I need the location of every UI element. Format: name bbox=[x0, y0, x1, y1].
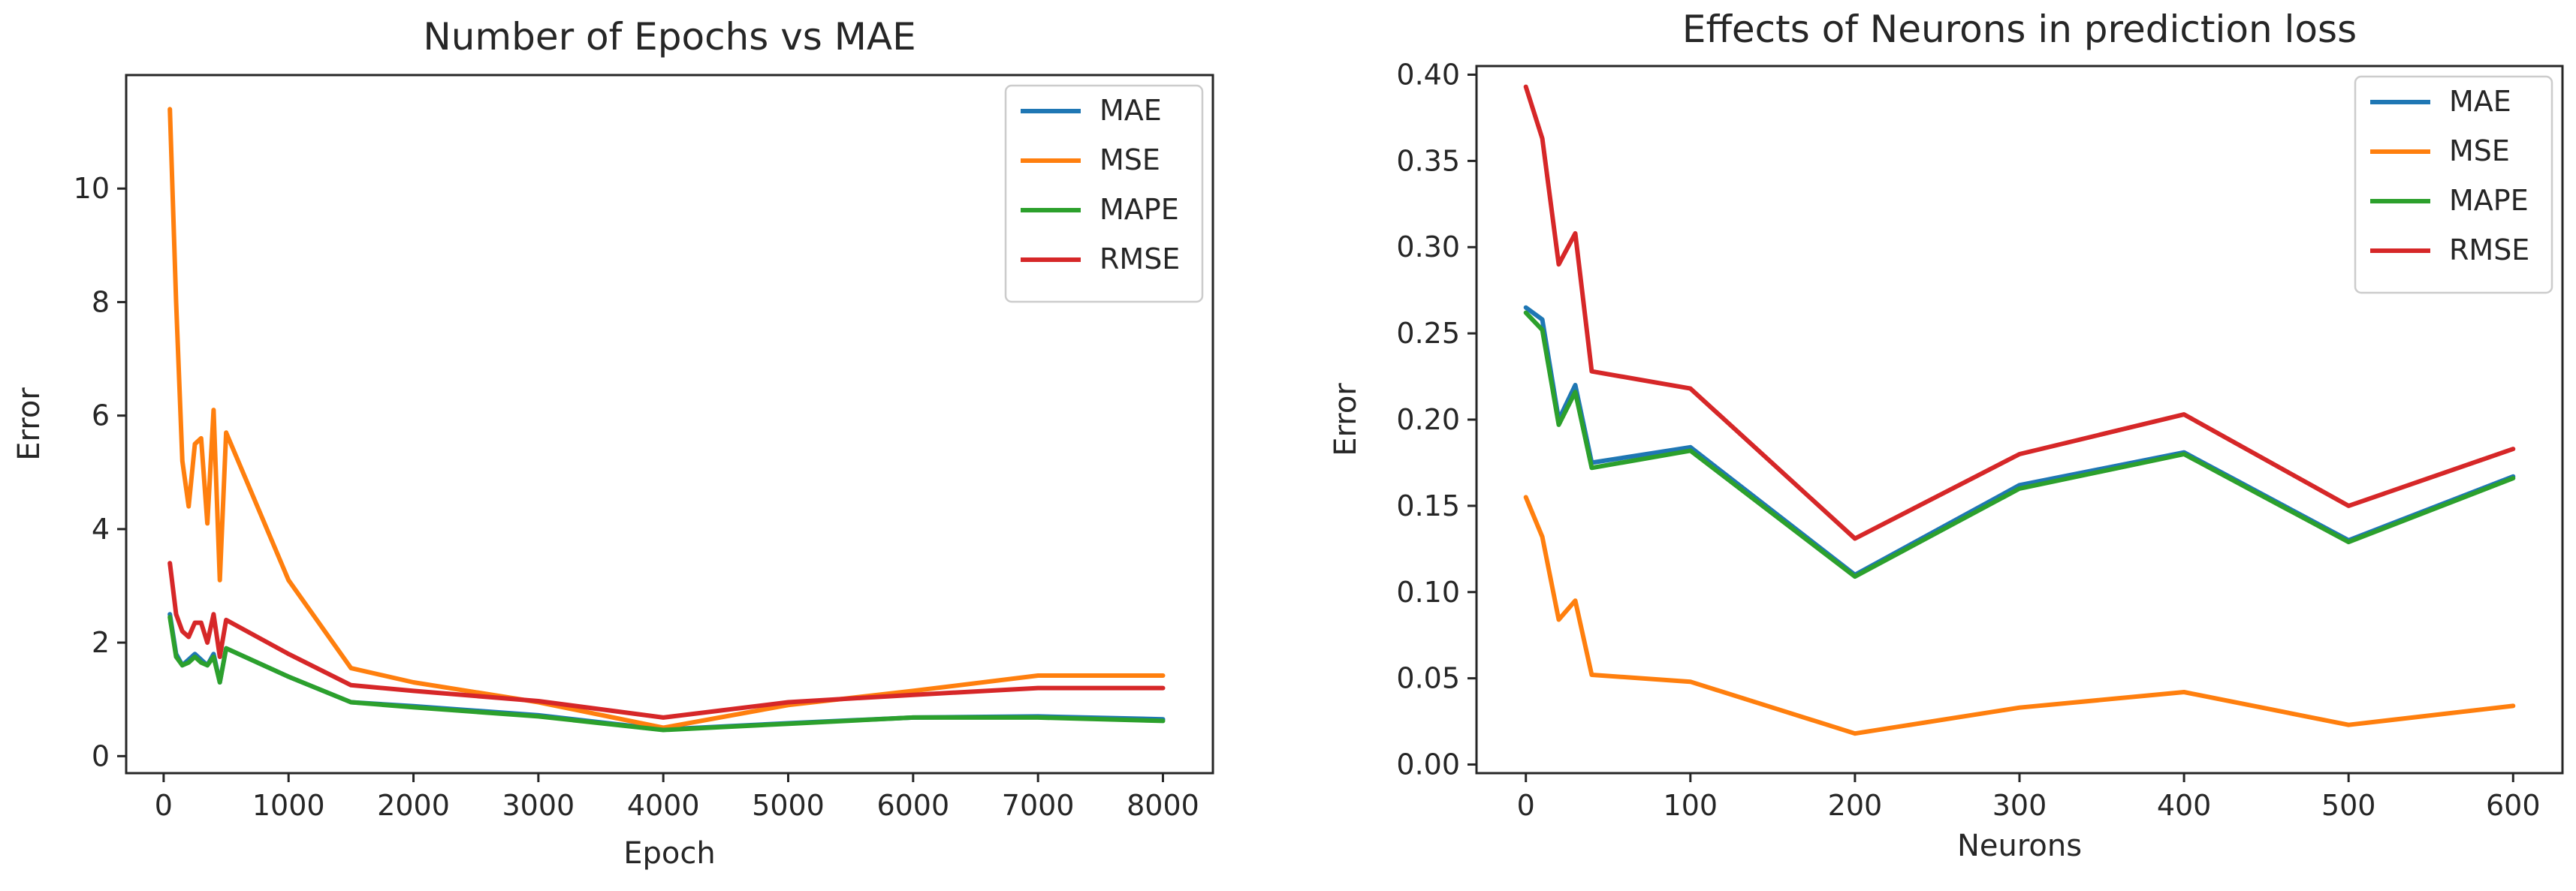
x-tick-label: 500 bbox=[2321, 789, 2376, 822]
x-tick-label: 5000 bbox=[752, 789, 825, 822]
chart-epochs-vs-mae: Number of Epochs vs MAE 0 1000 2000 3000 4000… bbox=[12, 15, 1214, 871]
legend-label-mape: MAPE bbox=[1099, 193, 1179, 226]
legend-label-mse: MSE bbox=[2449, 134, 2510, 167]
legend-box bbox=[1004, 84, 1204, 303]
legend-label-mae: MAE bbox=[1099, 94, 1162, 127]
legend-box bbox=[2354, 75, 2553, 294]
x-tick-label: 2000 bbox=[377, 789, 450, 822]
legend-label-mae: MAE bbox=[2449, 85, 2511, 118]
y-tick-label: 0 bbox=[92, 739, 110, 772]
y-tick-label: 0.15 bbox=[1396, 489, 1460, 522]
y-tick-label: 0.40 bbox=[1396, 58, 1460, 91]
y-tick-label: 2 bbox=[92, 626, 110, 659]
chart-title: Number of Epochs vs MAE bbox=[423, 15, 915, 59]
x-tick-label: 0 bbox=[155, 789, 173, 822]
y-tick-label: 0.10 bbox=[1396, 576, 1460, 609]
legend-label-mse: MSE bbox=[1099, 143, 1160, 176]
legend-label-rmse: RMSE bbox=[1099, 242, 1180, 275]
y-tick-label: 8 bbox=[92, 285, 110, 318]
x-tick-label: 8000 bbox=[1127, 789, 1199, 822]
series-line-mae bbox=[167, 612, 1166, 732]
x-tick-label: 1000 bbox=[252, 789, 325, 822]
legend-label-mape: MAPE bbox=[2449, 184, 2529, 217]
chart-neurons-prediction-loss: Effects of Neurons in prediction loss 0 10… bbox=[1329, 8, 2564, 863]
y-axis-label: Error bbox=[12, 387, 47, 461]
x-tick-label: 0 bbox=[1517, 789, 1535, 822]
x-tick-label: 100 bbox=[1664, 789, 1718, 822]
series-line-mape bbox=[167, 615, 1166, 733]
y-tick-label: 0.30 bbox=[1396, 230, 1460, 263]
y-tick-label: 6 bbox=[92, 399, 110, 432]
x-tick-label: 4000 bbox=[627, 789, 700, 822]
x-tick-label: 300 bbox=[1992, 789, 2047, 822]
series-line-rmse bbox=[1523, 84, 2516, 541]
x-tick-label: 200 bbox=[1828, 789, 1883, 822]
legend-label-rmse: RMSE bbox=[2449, 233, 2529, 266]
series-line-mape bbox=[1523, 310, 2516, 579]
legend: MAE MSE MAPE RMSE bbox=[1004, 84, 1204, 303]
y-tick-label: 0.35 bbox=[1396, 144, 1460, 177]
x-tick-label: 400 bbox=[2157, 789, 2212, 822]
y-tick-label: 0.20 bbox=[1396, 403, 1460, 436]
series-line-mse bbox=[1523, 495, 2516, 736]
y-tick-label: 0.00 bbox=[1396, 748, 1460, 781]
x-axis-label: Neurons bbox=[1957, 829, 2082, 863]
x-axis-label: Epoch bbox=[623, 836, 715, 871]
series-line-mse bbox=[167, 107, 1166, 730]
legend: MAE MSE MAPE RMSE bbox=[2354, 75, 2553, 294]
x-tick-label: 7000 bbox=[1002, 789, 1075, 822]
plot-frame bbox=[125, 74, 1214, 775]
chart-title: Effects of Neurons in prediction loss bbox=[1682, 8, 2357, 51]
x-tick-label: 3000 bbox=[502, 789, 575, 822]
y-tick-label: 0.25 bbox=[1396, 317, 1460, 350]
plot-frame bbox=[1475, 65, 2564, 775]
x-tick-label: 6000 bbox=[876, 789, 949, 822]
x-tick-label: 600 bbox=[2486, 789, 2541, 822]
y-tick-label: 0.05 bbox=[1396, 662, 1460, 695]
y-axis-label: Error bbox=[1329, 383, 1363, 456]
y-tick-label: 4 bbox=[92, 513, 110, 546]
y-tick-label: 10 bbox=[74, 172, 110, 205]
series-line-rmse bbox=[167, 561, 1166, 720]
